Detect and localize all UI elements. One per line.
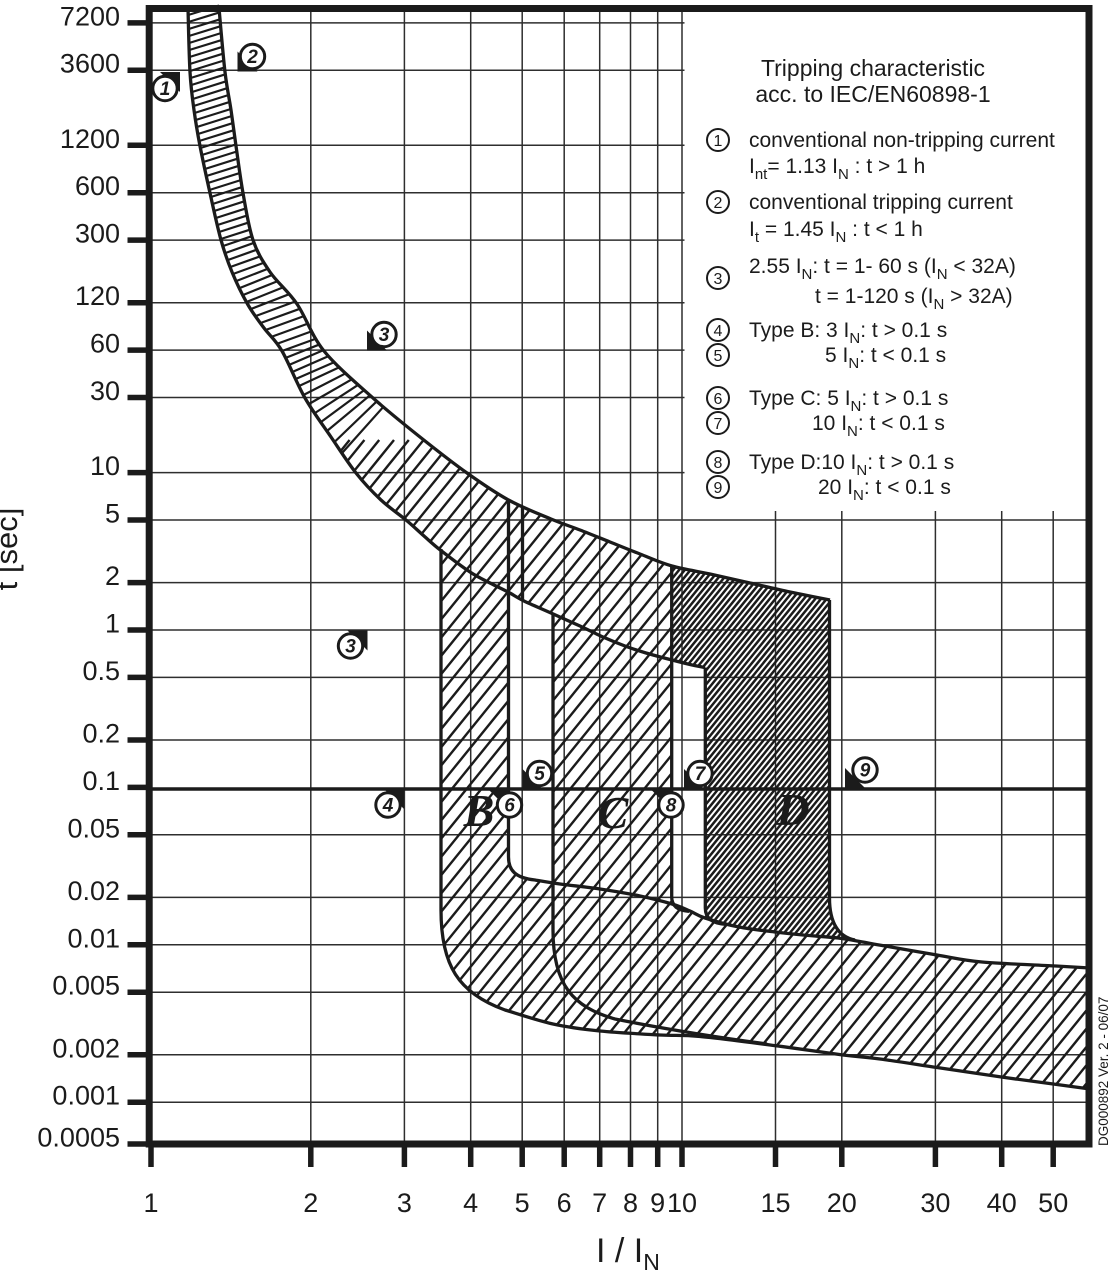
svg-text:2: 2 <box>714 195 723 212</box>
svg-text:8: 8 <box>666 796 677 817</box>
svg-text:6: 6 <box>504 796 515 817</box>
svg-text:9: 9 <box>714 480 723 497</box>
svg-text:4: 4 <box>382 796 394 817</box>
svg-text:5: 5 <box>714 348 723 365</box>
svg-text:50: 50 <box>1038 1188 1068 1218</box>
svg-text:0.1: 0.1 <box>82 766 120 796</box>
svg-text:4: 4 <box>463 1188 478 1218</box>
svg-text:10: 10 <box>667 1188 697 1218</box>
svg-text:6: 6 <box>557 1188 572 1218</box>
svg-text:300: 300 <box>75 219 120 249</box>
svg-text:3600: 3600 <box>60 49 120 79</box>
svg-text:acc. to IEC/EN60898-1: acc. to IEC/EN60898-1 <box>755 81 990 107</box>
svg-text:10: 10 <box>90 451 120 481</box>
svg-text:conventional non-tripping curr: conventional non-tripping current <box>749 129 1055 152</box>
svg-text:0.02: 0.02 <box>67 876 120 906</box>
svg-text:1200: 1200 <box>60 124 120 154</box>
svg-text:7: 7 <box>714 416 723 433</box>
svg-text:B: B <box>463 785 495 836</box>
svg-text:0.005: 0.005 <box>52 971 120 1001</box>
svg-text:0.0005: 0.0005 <box>37 1123 120 1153</box>
svg-text:7200: 7200 <box>60 1 120 31</box>
svg-text:t [sec]: t [sec] <box>0 508 24 591</box>
svg-text:0.002: 0.002 <box>52 1033 120 1063</box>
svg-text:5: 5 <box>534 764 545 785</box>
svg-text:DG000892 Ver. 2 - 06/07: DG000892 Ver. 2 - 06/07 <box>1096 997 1111 1146</box>
svg-text:40: 40 <box>987 1188 1017 1218</box>
svg-text:0.2: 0.2 <box>82 719 120 749</box>
svg-text:C: C <box>598 787 630 838</box>
svg-text:1: 1 <box>105 609 120 639</box>
svg-text:5: 5 <box>515 1188 530 1218</box>
svg-text:0.5: 0.5 <box>82 656 120 686</box>
svg-text:Tripping characteristic: Tripping characteristic <box>761 55 985 81</box>
svg-text:2: 2 <box>303 1188 318 1218</box>
svg-text:1: 1 <box>714 133 723 150</box>
svg-text:1: 1 <box>143 1188 158 1218</box>
svg-text:D: D <box>775 784 809 835</box>
svg-text:3: 3 <box>345 637 356 658</box>
svg-text:2: 2 <box>246 47 258 68</box>
svg-text:7: 7 <box>592 1188 607 1218</box>
svg-text:conventional tripping current: conventional tripping current <box>749 191 1013 214</box>
svg-text:30: 30 <box>90 376 120 406</box>
svg-text:6: 6 <box>714 391 723 408</box>
svg-text:0.001: 0.001 <box>52 1081 120 1111</box>
svg-text:3: 3 <box>397 1188 412 1218</box>
svg-text:15: 15 <box>760 1188 790 1218</box>
svg-text:4: 4 <box>714 323 723 340</box>
svg-text:8: 8 <box>623 1188 638 1218</box>
svg-text:2: 2 <box>105 561 120 591</box>
svg-text:0.05: 0.05 <box>67 813 120 843</box>
svg-text:3: 3 <box>379 325 390 346</box>
svg-text:600: 600 <box>75 171 120 201</box>
svg-text:7: 7 <box>695 764 707 785</box>
svg-text:8: 8 <box>714 455 723 472</box>
svg-text:9: 9 <box>650 1188 665 1218</box>
svg-text:60: 60 <box>90 329 120 359</box>
svg-text:3: 3 <box>714 271 723 288</box>
svg-text:20: 20 <box>827 1188 857 1218</box>
svg-text:0.01: 0.01 <box>67 923 120 953</box>
svg-text:9: 9 <box>860 761 871 782</box>
svg-text:5: 5 <box>105 499 120 529</box>
svg-text:1: 1 <box>160 79 171 100</box>
svg-text:120: 120 <box>75 281 120 311</box>
svg-text:30: 30 <box>920 1188 950 1218</box>
